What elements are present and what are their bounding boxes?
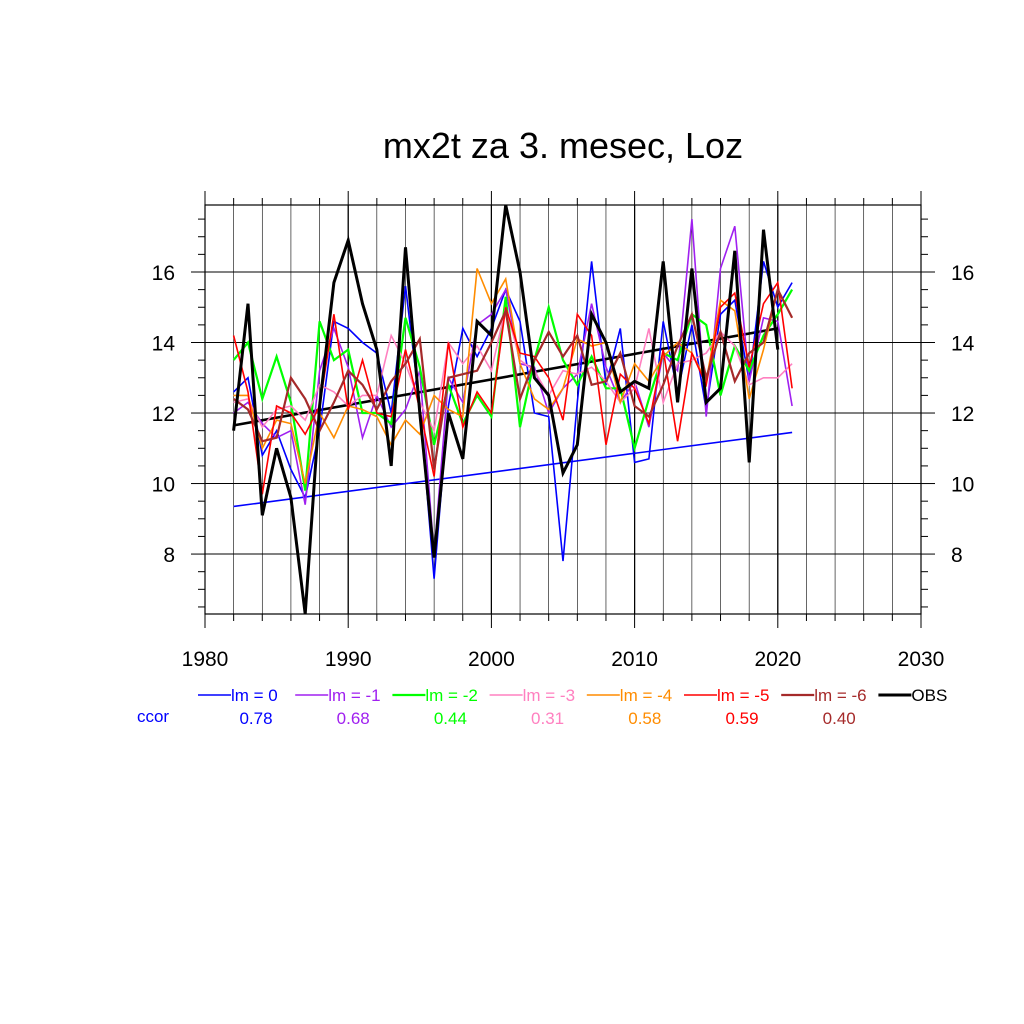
series-lines bbox=[232, 204, 794, 615]
ccor-value: 0.40 bbox=[823, 709, 856, 728]
chart-title: mx2t za 3. mesec, Loz bbox=[383, 125, 743, 166]
series-line-1 bbox=[233, 219, 793, 555]
plot-border bbox=[204, 204, 922, 615]
ccor-value: 0.58 bbox=[628, 709, 661, 728]
legend: ccor lm = 0 0.78 lm = -1 0.68 lm = -2 0.44 lm … bbox=[137, 686, 947, 728]
ccor-value: 0.31 bbox=[531, 709, 564, 728]
x-tick-label: 2030 bbox=[898, 648, 945, 671]
ccor-value: 0.68 bbox=[337, 709, 370, 728]
series-line-5 bbox=[232, 280, 793, 495]
trend-line-lm-0 bbox=[233, 431, 793, 508]
y-tick-label-right: 12 bbox=[951, 403, 974, 426]
x-tick-label: 2010 bbox=[611, 648, 658, 671]
x-tick-label: 1980 bbox=[182, 648, 229, 671]
legend-label: lm = 0 bbox=[231, 686, 278, 705]
legend-label: OBS bbox=[911, 686, 947, 705]
x-tick-label: 2000 bbox=[468, 648, 515, 671]
y-tick-label-left: 10 bbox=[152, 474, 175, 497]
x-tick-label: 2020 bbox=[754, 648, 801, 671]
ccor-value: 0.44 bbox=[434, 709, 467, 728]
legend-label: lm = -6 bbox=[814, 686, 866, 705]
y-tick-label-right: 8 bbox=[951, 544, 963, 567]
series-line-3 bbox=[233, 306, 793, 434]
y-tick-label-left: 16 bbox=[152, 262, 175, 285]
legend-label: lm = -3 bbox=[523, 686, 575, 705]
y-tick-label-right: 16 bbox=[951, 262, 974, 285]
series-line-7 bbox=[232, 204, 780, 615]
axis-tick-labels: 1980 1990 2000 2010 2020 2030 8 8 10 10 12 12 14 14 16… bbox=[152, 262, 975, 671]
legend-label: lm = -2 bbox=[425, 686, 477, 705]
plot-frame bbox=[191, 191, 935, 628]
y-tick-label-right: 14 bbox=[951, 333, 975, 356]
ccor-label: ccor bbox=[137, 707, 169, 726]
y-tick-label-left: 12 bbox=[152, 403, 175, 426]
y-tick-label-left: 8 bbox=[163, 544, 175, 567]
legend-label: lm = -5 bbox=[717, 686, 769, 705]
legend-label: lm = -4 bbox=[620, 686, 672, 705]
y-tick-label-left: 14 bbox=[152, 333, 176, 356]
ccor-value: 0.78 bbox=[239, 709, 272, 728]
y-tick-label-right: 10 bbox=[951, 474, 974, 497]
ccor-value: 0.59 bbox=[725, 709, 758, 728]
x-tick-label: 1990 bbox=[325, 648, 372, 671]
legend-label: lm = -1 bbox=[328, 686, 380, 705]
